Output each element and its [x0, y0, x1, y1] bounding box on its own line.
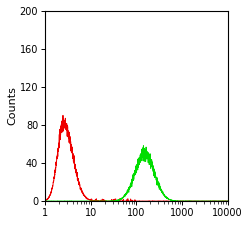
- Y-axis label: Counts: Counts: [7, 87, 17, 126]
